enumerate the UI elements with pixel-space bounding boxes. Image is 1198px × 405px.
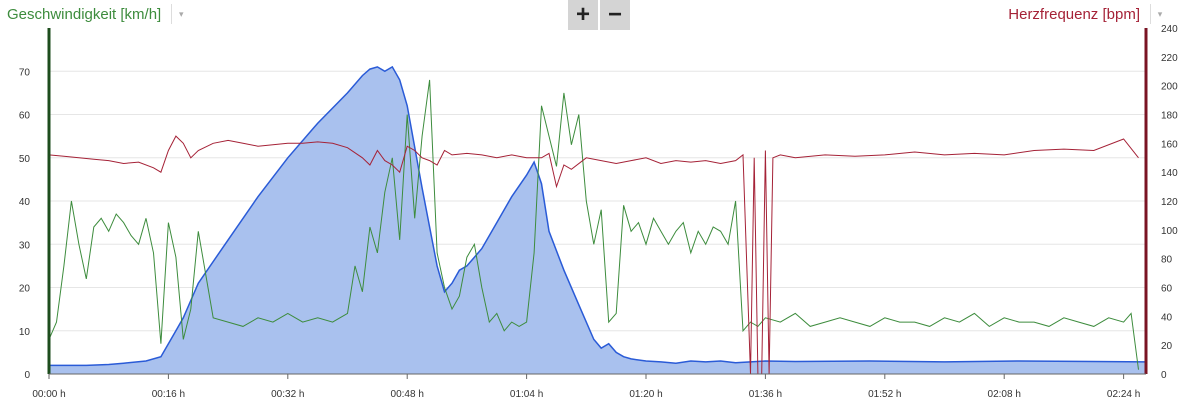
x-tick-label: 00:32 h [271,389,304,400]
right-tick-label: 160 [1161,139,1178,150]
elevation-area [49,65,1147,375]
right-axis-title: Herzfrequenz [bpm] [1008,5,1140,23]
right-tick-label: 140 [1161,168,1178,179]
elevation-area-fill [49,66,1146,375]
left-axis-ticks: 0 10 20 30 40 50 60 70 [19,67,31,381]
zoom-controls: + − [568,0,630,30]
right-tick-label: 200 [1161,82,1178,93]
left-tick-label: 50 [19,154,31,165]
x-tick-label: 01:04 h [510,389,543,400]
right-axis-ticks: 0 20 40 60 80 100 120 140 160 180 200 220 240 [1161,24,1178,381]
right-tick-label: 120 [1161,197,1178,208]
chevron-down-icon[interactable]: ▾ [1150,4,1165,24]
right-axis-title-group: Herzfrequenz [bpm] ▾ [1008,4,1165,24]
right-tick-label: 60 [1161,284,1173,295]
zoom-out-button[interactable]: − [600,0,630,30]
heart-rate-series-line [48,135,1139,375]
x-tick-label: 00:00 h [32,389,65,400]
right-tick-label: 20 [1161,341,1173,352]
right-tick-label: 180 [1161,111,1178,122]
x-tick-label: 01:52 h [868,389,901,400]
right-tick-label: 220 [1161,53,1178,64]
left-tick-label: 20 [19,284,31,295]
left-axis-title-group: Geschwindigkeit [km/h] ▾ [7,4,186,24]
zoom-in-button[interactable]: + [568,0,598,30]
elevation-area-line [49,65,1147,367]
speed-line [48,79,1139,370]
x-tick-label: 00:16 h [152,389,185,400]
axes [47,28,1148,375]
right-tick-label: 80 [1161,255,1173,266]
left-tick-label: 40 [19,197,31,208]
x-tick-label: 02:24 h [1107,389,1140,400]
x-tick-label: 01:36 h [749,389,782,400]
left-tick-label: 10 [19,327,31,338]
x-tick-label: 00:48 h [391,389,424,400]
right-tick-label: 240 [1161,24,1178,35]
x-tick-label: 02:08 h [988,389,1021,400]
x-axis-ticks: 00:00 h 00:16 h 00:32 h 00:48 h 01:04 h 01:20… [32,374,1140,400]
speed-series-line [48,79,1139,370]
chevron-down-icon[interactable]: ▾ [171,4,186,24]
left-tick-label: 70 [19,67,31,78]
left-axis-title: Geschwindigkeit [km/h] [7,5,162,23]
right-tick-label: 100 [1161,226,1178,237]
right-tick-label: 0 [1161,370,1167,381]
right-tick-label: 40 [1161,312,1173,323]
left-tick-label: 30 [19,240,31,251]
heart-rate-line [48,135,1139,375]
left-tick-label: 0 [24,370,30,381]
x-tick-label: 01:20 h [629,389,662,400]
left-tick-label: 60 [19,111,31,122]
